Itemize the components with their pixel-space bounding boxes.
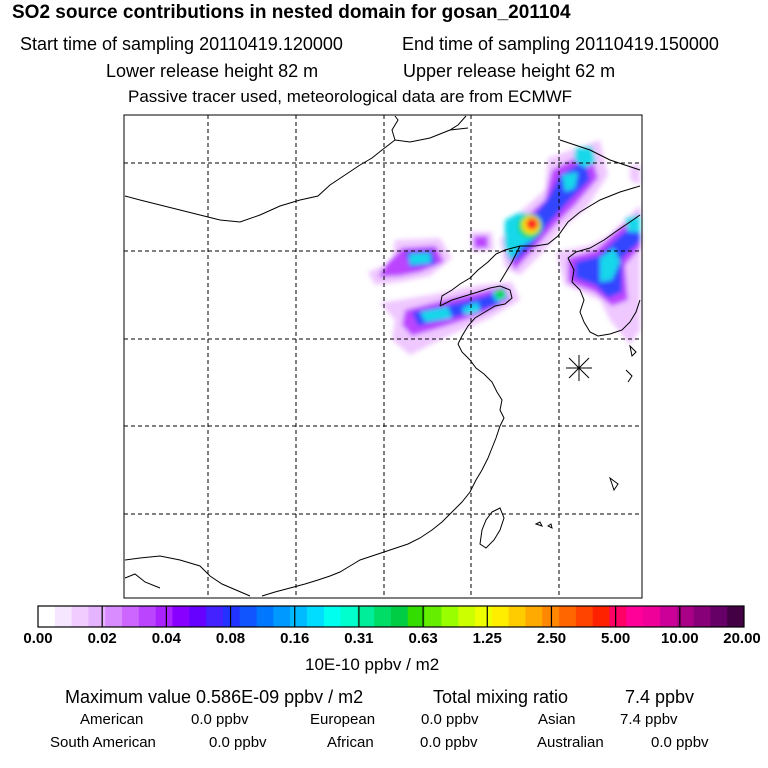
colorbar-cell: [256, 606, 274, 627]
colorbar-cell: [88, 606, 106, 627]
colorbar-tick-label: 5.00: [601, 630, 631, 647]
receptor-asterisk-icon: [566, 355, 592, 381]
region-name: African: [327, 734, 374, 751]
colorbar-tick-label: 20.00: [723, 630, 761, 647]
colorbar-cell: [239, 606, 258, 627]
colorbar-frame: [37, 605, 745, 628]
colorbar-cell: [323, 606, 342, 627]
region-name: American: [80, 711, 144, 728]
colorbar-cell: [575, 606, 594, 627]
total-mixing-label: Total mixing ratio: [433, 687, 569, 707]
colorbar-cell: [659, 606, 678, 627]
colorbar-tick-label: 0.63: [408, 630, 438, 647]
colorbar-cell: [206, 606, 224, 627]
colorbar-cell: [391, 606, 409, 627]
start-time-label: Start time of sampling 20110419.120000: [20, 34, 343, 54]
colorbar-cell: [458, 606, 476, 627]
lower-height-label: Lower release height 82 m: [106, 61, 319, 81]
colorbar-cell: [138, 606, 157, 627]
colorbar-tick-label: 0.31: [344, 630, 374, 647]
colorbar-cell: [340, 606, 358, 627]
gridlines: [124, 115, 642, 598]
colorbar-cell: [525, 606, 543, 627]
colorbar-tick-label: 2.50: [536, 630, 567, 647]
colorbar-cell: [122, 606, 140, 627]
colorbar-cell: [172, 606, 190, 627]
colorbar-cell: [441, 606, 459, 627]
colorbar-dividers: [101, 606, 681, 627]
colorbar-cell: [676, 606, 695, 627]
colorbar-cell: [38, 606, 56, 627]
colorbar-cell: [693, 606, 711, 627]
region-value: 0.0 ppbv: [420, 734, 478, 751]
colorbar-cell: [374, 606, 392, 627]
colorbar-tick-label: 0.04: [151, 630, 181, 647]
colorbar-cell: [290, 606, 308, 627]
region-name: Asian: [538, 711, 576, 728]
colorbar-cell: [273, 606, 291, 627]
colorbar-tick-label: 10.00: [661, 630, 699, 647]
colorbar-cell: [508, 606, 526, 627]
colorbar-cell: [475, 606, 493, 627]
colorbar-cell: [626, 606, 644, 627]
colorbar-cell: [222, 606, 241, 627]
colorbar-cell: [491, 606, 510, 627]
colorbar-cell: [424, 606, 442, 627]
region-value: 0.0 ppbv: [209, 734, 267, 751]
colorbar-cells: [38, 606, 745, 627]
colorbar-cell: [727, 606, 745, 627]
plume-red: [526, 218, 538, 230]
colorbar-cell: [71, 606, 89, 627]
colorbar-tick-label: 0.08: [215, 630, 246, 647]
colorbar-tick-label: 0.16: [280, 630, 310, 647]
map-title: SO2 source contributions in nested domai…: [12, 2, 571, 23]
colorbar-cell: [407, 606, 426, 627]
colorbar-cell: [357, 606, 375, 627]
region-value: 7.4 ppbv: [620, 711, 678, 728]
colorbar-tick-label: 1.25: [472, 630, 502, 647]
region-value: 0.0 ppbv: [421, 711, 479, 728]
upper-height-label: Upper release height 62 m: [403, 61, 616, 81]
total-mixing-value: 7.4 ppbv: [625, 687, 695, 707]
end-time-label: End time of sampling 20110419.150000: [402, 34, 719, 54]
region-value: 0.0 ppbv: [651, 734, 709, 751]
colorbar-cell: [643, 606, 661, 627]
colorbar-tick-label: 0.02: [87, 630, 117, 647]
colorbar-cell: [609, 606, 627, 627]
region-name: Australian: [537, 734, 604, 751]
region-name: European: [310, 711, 376, 728]
colorbar-cell: [306, 606, 325, 627]
colorbar-cell: [189, 606, 207, 627]
map-frame: [123, 114, 643, 599]
colorbar-cell: [559, 606, 577, 627]
max-value-label: Maximum value 0.586E-09 ppbv / m2: [65, 687, 364, 707]
colorbar-cell: [155, 606, 173, 627]
region-name: South American: [50, 734, 156, 751]
colorbar-unit: 10E-10 ppbv / m2: [305, 655, 440, 674]
region-value: 0.0 ppbv: [191, 711, 249, 728]
colorbar-cell: [592, 606, 611, 627]
colorbar-cell: [54, 606, 73, 627]
info-label: Passive tracer used, meteorological data…: [128, 87, 573, 106]
concentration-plumes: [368, 140, 640, 355]
colorbar-cell: [105, 606, 123, 627]
coastlines: [124, 115, 641, 597]
colorbar-cell: [710, 606, 728, 627]
colorbar-tick-label: 0.00: [23, 630, 53, 647]
